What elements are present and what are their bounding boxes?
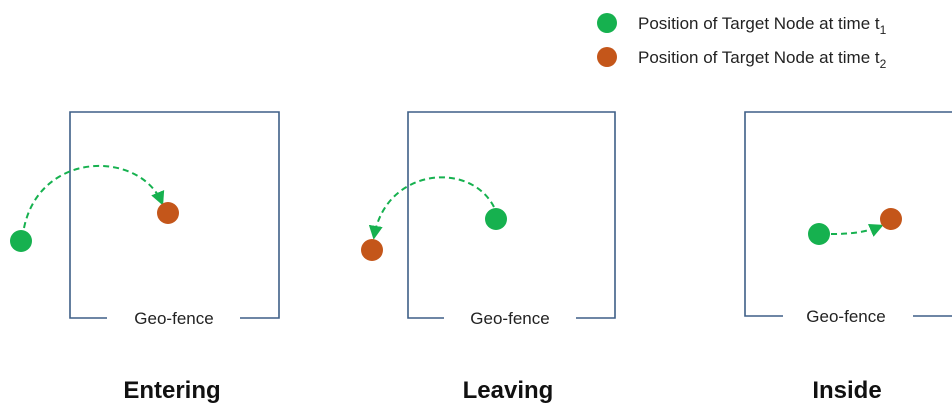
geofence-label: Geo-fence [134,309,213,328]
legend-t1-dot [597,13,617,33]
legend-t2-dot [597,47,617,67]
legend: Position of Target Node at time t1 Posit… [597,13,887,71]
geofence-boundary [407,111,616,319]
scenario-title-leaving: Leaving [463,377,554,404]
movement-arrow [830,223,884,237]
node-t2 [361,239,383,261]
legend-t1-label: Position of Target Node at time t1 [638,14,887,37]
geofence-label: Geo-fence [806,307,885,326]
scenario-leaving: Geo-fence Leaving [361,111,616,404]
scenario-title-entering: Entering [123,377,220,404]
scenario-inside: Geo-fence Inside [744,111,952,404]
node-t1 [10,230,32,252]
movement-arrow [23,164,165,229]
movement-arrow [368,176,495,240]
node-t1 [808,223,830,245]
legend-t2-label: Position of Target Node at time t2 [638,48,887,71]
node-t1 [485,208,507,230]
geofence-boundary [744,111,952,317]
geofence-label: Geo-fence [470,309,549,328]
scenario-entering: Geo-fence Entering [10,111,280,404]
scenario-title-inside: Inside [812,377,881,404]
geofence-boundary [69,111,280,319]
node-t2 [880,208,902,230]
node-t2 [157,202,179,224]
